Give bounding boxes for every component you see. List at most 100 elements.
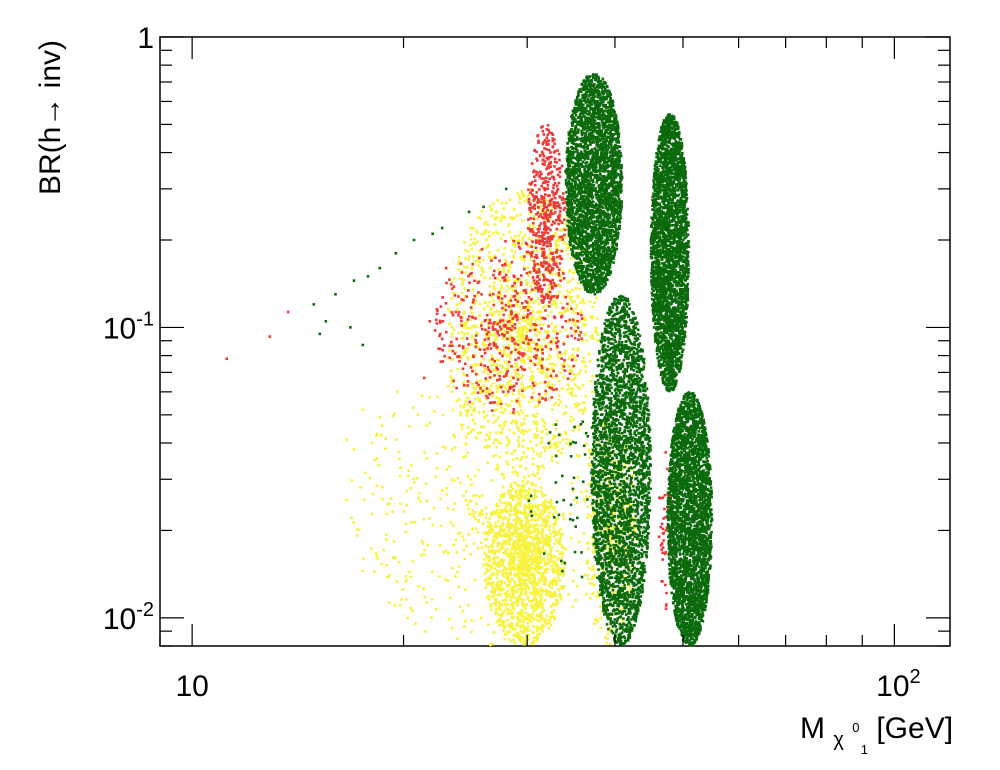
point-yellow [546, 504, 549, 508]
point-red [556, 149, 559, 152]
point-yellow [558, 441, 561, 444]
point-yellow [463, 332, 466, 336]
point-red [552, 212, 555, 215]
point-red [505, 372, 508, 375]
point-yellow [555, 533, 559, 536]
point-red [543, 138, 547, 142]
point-red [537, 268, 541, 271]
point-yellow [589, 360, 592, 363]
point-yellow [461, 609, 464, 613]
point-yellow [510, 400, 514, 403]
point-red [516, 318, 519, 322]
point-yellow [482, 340, 485, 344]
point-yellow [404, 580, 408, 583]
point-yellow [517, 372, 520, 376]
point-red [529, 210, 533, 213]
point-yellow [534, 605, 538, 608]
point-yellow [583, 333, 587, 337]
point-red [552, 315, 556, 318]
point-yellow [613, 527, 616, 530]
point-yellow [449, 521, 453, 524]
point-yellow [526, 565, 530, 568]
point-yellow [465, 320, 468, 324]
point-yellow [447, 551, 450, 555]
point-red [494, 343, 497, 346]
point-yellow [463, 265, 466, 269]
point-yellow [483, 445, 487, 449]
point-yellow [511, 542, 515, 546]
point-yellow [499, 279, 502, 282]
point-yellow [542, 419, 545, 423]
point-yellow [537, 362, 540, 366]
point-yellow [521, 428, 525, 432]
point-yellow [488, 300, 491, 304]
point-yellow [425, 457, 428, 460]
point-yellow [375, 484, 379, 488]
point-yellow [524, 467, 528, 470]
point-yellow [509, 357, 512, 360]
point-yellow [466, 347, 469, 350]
point-red [560, 235, 564, 238]
point-yellow [542, 501, 545, 505]
point-yellow [526, 253, 529, 256]
point-yellow [531, 572, 534, 575]
point-yellow [473, 474, 477, 478]
point-yellow [568, 512, 572, 516]
point-red [510, 260, 514, 264]
point-yellow [462, 456, 465, 459]
point-yellow [550, 303, 554, 306]
point-red [519, 274, 523, 277]
point-red [542, 278, 545, 282]
point-yellow [421, 542, 425, 545]
point-yellow [503, 609, 506, 613]
point-yellow [550, 445, 553, 449]
point-red [558, 262, 562, 265]
point-red [533, 363, 537, 366]
point-yellow [522, 583, 525, 586]
point-yellow [526, 613, 530, 617]
point-red [550, 237, 553, 241]
point-yellow [488, 445, 491, 448]
point-yellow [483, 276, 487, 279]
point-yellow [606, 546, 609, 549]
point-yellow [490, 573, 494, 577]
point-yellow [570, 394, 574, 397]
point-red [475, 341, 478, 344]
point-yellow [525, 481, 528, 485]
point-yellow [525, 559, 529, 563]
point-red [451, 313, 455, 317]
point-yellow [610, 514, 614, 517]
point-yellow [465, 544, 468, 548]
point-yellow [555, 599, 558, 602]
point-yellow [541, 576, 544, 579]
point-yellow [541, 494, 545, 498]
point-yellow [513, 421, 517, 424]
point-yellow [558, 593, 562, 596]
point-yellow [476, 363, 479, 367]
point-yellow [536, 528, 539, 531]
point-yellow [528, 614, 532, 618]
point-red [454, 310, 458, 314]
point-red [661, 558, 664, 561]
point-yellow [498, 580, 501, 583]
point-yellow [502, 620, 506, 623]
point-yellow [516, 621, 520, 624]
point-yellow [535, 602, 538, 606]
point-yellow [370, 441, 374, 445]
point-yellow [526, 543, 530, 546]
point-yellow [567, 364, 570, 368]
point-red [515, 399, 519, 403]
point-yellow [542, 338, 546, 341]
point-yellow [632, 520, 635, 524]
point-yellow [541, 534, 544, 537]
point-yellow [518, 484, 521, 487]
point-yellow [488, 437, 491, 441]
point-red [535, 191, 538, 194]
point-yellow [513, 573, 517, 577]
point-red [536, 275, 540, 278]
point-yellow [486, 596, 489, 600]
point-red [555, 227, 559, 231]
point-red [562, 192, 565, 195]
point-yellow [509, 334, 513, 338]
point-yellow [566, 246, 570, 249]
